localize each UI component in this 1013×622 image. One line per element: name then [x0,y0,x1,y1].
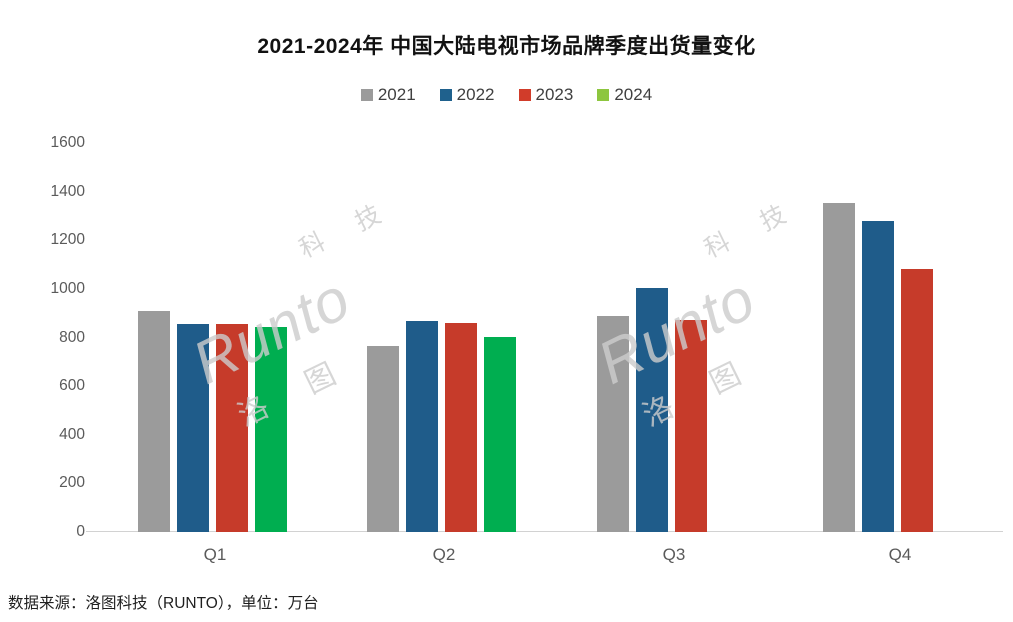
legend-swatch-2021 [360,89,373,101]
bar-2022-Q2 [406,321,438,532]
bar-2024-Q1 [255,327,287,532]
bar-2022-Q1 [177,324,209,532]
legend-label-2022: 2022 [456,85,495,104]
x-axis-label-Q2: Q2 [432,545,456,564]
y-axis-tick-600: 600 [59,377,85,395]
chart-title: 2021-2024年 中国大陆电视市场品牌季度出货量变化 [257,35,756,58]
legend-item-2024: 2024 [597,85,652,105]
bar-2023-Q4 [901,269,933,532]
bar-2021-Q3 [597,316,629,532]
x-axis-line [86,531,1003,532]
bar-2023-Q1 [216,324,248,532]
legend-swatch-2022 [439,89,452,101]
legend-label-2024: 2024 [614,85,653,104]
y-axis-tick-1400: 1400 [50,182,85,200]
bar-2022-Q4 [862,221,894,532]
bar-2021-Q1 [138,311,170,532]
data-source-note: 数据来源：洛图科技（RUNTO），单位：万台 [8,595,319,612]
legend-swatch-2023 [518,89,531,101]
legend-item-2023: 2023 [518,85,574,105]
bar-2023-Q2 [445,323,477,532]
bar-2021-Q4 [823,203,855,532]
bar-2022-Q3 [636,288,668,532]
legend-item-2021: 2021 [360,85,416,105]
y-axis-tick-400: 400 [59,425,85,443]
legend-label-2021: 2021 [377,85,416,104]
bar-2024-Q2 [484,337,516,532]
y-axis-tick-800: 800 [59,328,85,346]
legend-item-2022: 2022 [439,85,495,105]
legend-label-2023: 2023 [535,85,574,104]
x-axis-label-Q3: Q3 [662,545,686,564]
chart-legend: 2021 2022 2023 2024 [0,85,1013,105]
legend-swatch-2024 [597,89,610,101]
y-axis-tick-200: 200 [59,474,85,492]
y-axis-tick-0: 0 [76,523,85,540]
y-axis-tick-1600: 1600 [50,134,85,151]
x-axis-label-Q1: Q1 [203,545,227,564]
bar-2023-Q3 [675,320,707,532]
x-axis-label-Q4: Q4 [888,545,912,564]
bar-2021-Q2 [367,346,399,532]
y-axis-tick-1200: 1200 [50,231,85,249]
y-axis-tick-1000: 1000 [50,279,85,297]
